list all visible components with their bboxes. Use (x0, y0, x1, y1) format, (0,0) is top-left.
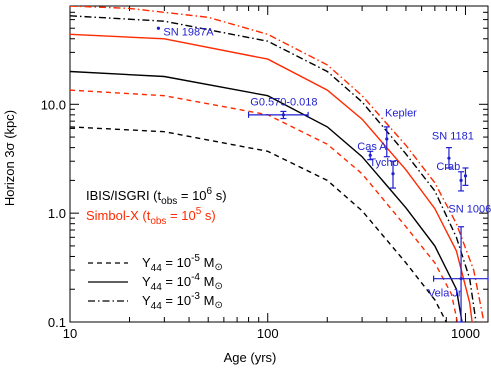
legend: IBIS/ISGRI (tobs = 106 s)Simbol-X (tobs … (86, 186, 227, 312)
curve-simbolx-dashed (70, 89, 459, 322)
source-marker (156, 26, 161, 30)
source-marker (447, 156, 451, 160)
source-marker (385, 137, 389, 141)
source-point: G0.570-0.018 (247, 97, 318, 120)
x-axis-title: Age (yrs) (224, 350, 277, 365)
source-label: Cas A (357, 141, 387, 153)
legend-instrument: Simbol-X (tobs = 105 s) (86, 206, 216, 227)
y-tick-label: 0.1 (48, 315, 66, 330)
sources: SN 1987A G0.570-0.018 Cas A Kepler Tycho SN 1… (156, 26, 491, 323)
source-point: Crab (436, 161, 465, 192)
source-label: Tycho (369, 157, 398, 169)
legend-mass-label: Y44 = 10-5 M⊙ (142, 253, 223, 274)
legend-mass-label: Y44 = 10-4 M⊙ (142, 272, 223, 293)
curve-ibis-dashdot (70, 15, 477, 322)
source-label: G0.570-0.018 (250, 97, 317, 109)
source-label: SN 1987A (163, 27, 214, 39)
curve-ibis-dashed (70, 126, 447, 322)
source-point: SN 1006 (448, 167, 491, 216)
source-label: SN 1181 (432, 130, 474, 142)
source-marker (459, 178, 463, 182)
source-point: SN 1181 (432, 130, 474, 169)
plot-frame (69, 5, 489, 323)
curves (70, 6, 485, 322)
source-point: Vela Jr (428, 226, 489, 323)
curve-simbolx-dashdot (70, 6, 485, 322)
source-marker (459, 277, 463, 281)
axis-ticks: 10 100 1000 0.1 1.0 10.0 (41, 5, 488, 341)
y-axis-title: Horizon 3σ (kpc) (2, 110, 17, 206)
source-marker (368, 153, 372, 157)
y-tick-label: 10.0 (41, 97, 66, 112)
source-marker (463, 174, 468, 178)
legend-mass-label: Y44 = 10-3 M⊙ (142, 291, 223, 312)
source-point: Tycho (369, 157, 399, 189)
x-tick-label: 1000 (451, 326, 480, 341)
source-point: Kepler (383, 108, 417, 158)
source-marker (281, 113, 285, 117)
source-label: Vela Jr (428, 287, 462, 299)
curve-simbolx-solid (70, 33, 473, 322)
source-label: Crab (436, 161, 460, 173)
source-label: SN 1006 (448, 204, 491, 216)
y-tick-label: 1.0 (48, 206, 66, 221)
curve-ibis-solid (70, 70, 463, 322)
source-point: Cas A (357, 141, 387, 161)
legend-instrument: IBIS/ISGRI (tobs = 106 s) (86, 186, 227, 207)
source-label: Kepler (385, 108, 417, 120)
source-point: SN 1987A (156, 26, 214, 39)
x-tick-label: 10 (63, 326, 77, 341)
x-tick-label: 100 (257, 326, 279, 341)
source-marker (391, 172, 395, 176)
